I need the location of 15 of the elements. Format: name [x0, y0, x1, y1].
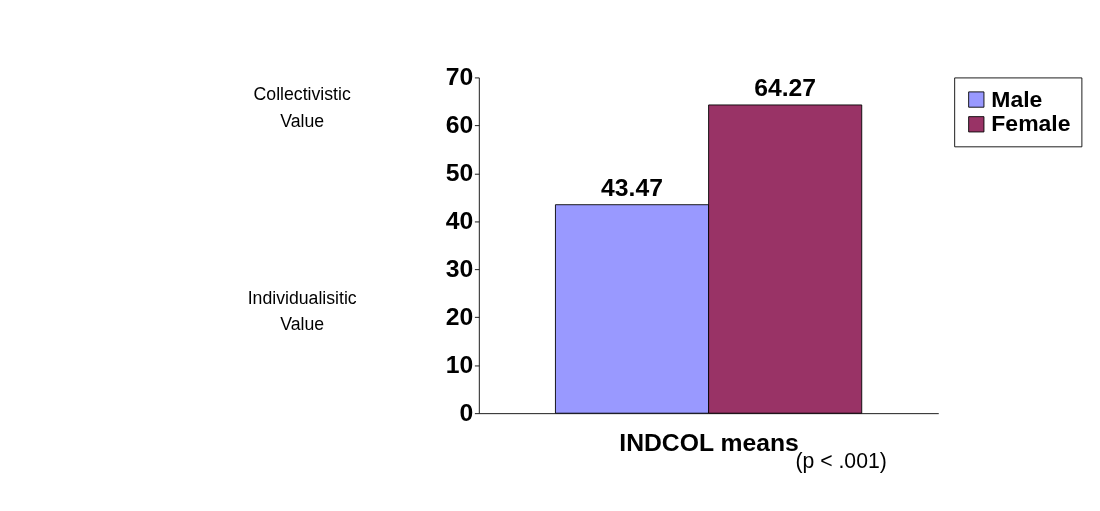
y-tick-label: 60 [445, 110, 474, 138]
legend-label: Male [991, 85, 1043, 112]
data-label: 64.27 [754, 74, 817, 102]
x-axis-title: INDCOL means [619, 428, 799, 456]
y-tick-label: 0 [459, 398, 474, 426]
text: Individualisitic Value [247, 287, 357, 335]
text: Collectivistic Value [253, 84, 351, 131]
y-tick-label: 30 [445, 254, 474, 282]
y-tick-label: 10 [445, 350, 474, 378]
y-tick-label: 50 [445, 158, 474, 186]
y-tick-label: 40 [445, 206, 474, 234]
y-tick-label: 20 [445, 302, 474, 330]
legend-label: Female [991, 110, 1071, 137]
y-tick-label: 70 [445, 62, 474, 90]
data-label: 43.47 [601, 173, 663, 201]
